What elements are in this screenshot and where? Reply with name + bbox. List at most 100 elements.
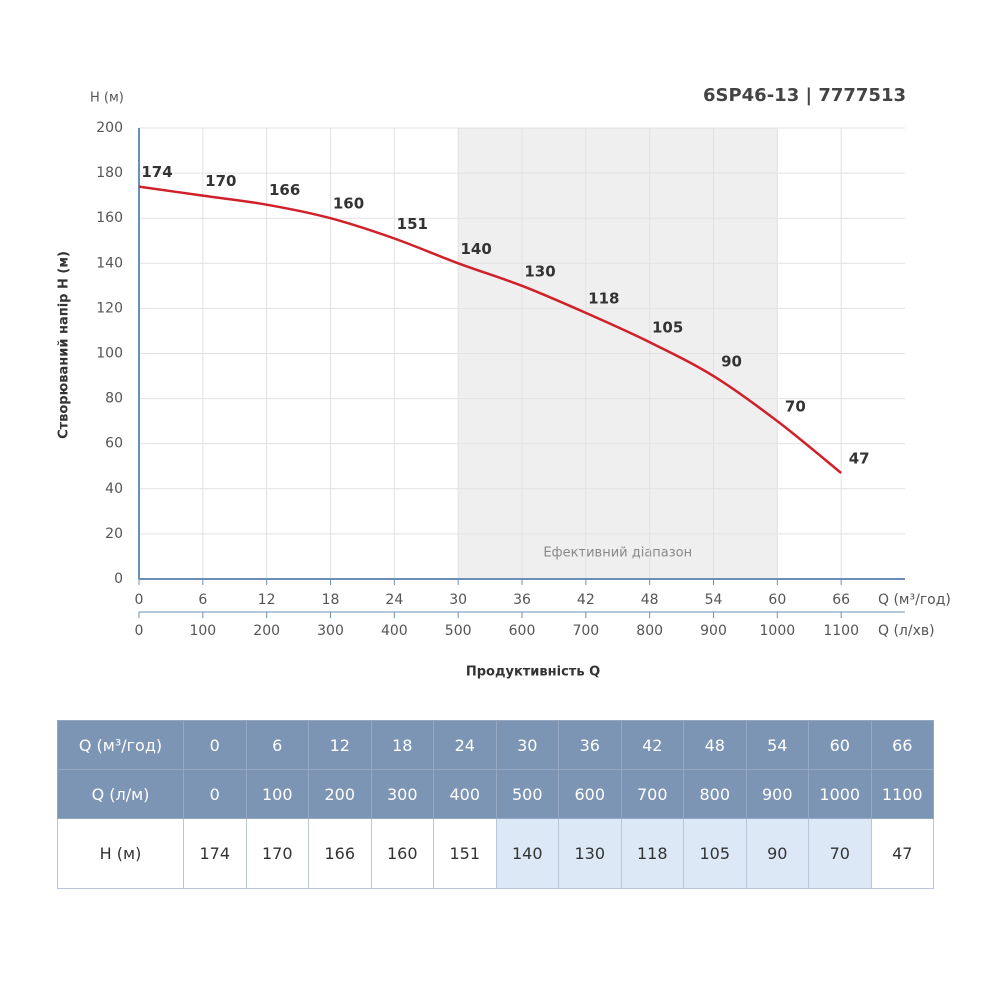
x2-tick-label: 600 <box>509 623 536 639</box>
table-cell: 18 <box>370 720 434 770</box>
x-tick-label: 66 <box>832 592 850 608</box>
table-cell: 300 <box>370 769 434 819</box>
data-label: 160 <box>333 195 364 213</box>
data-label: 170 <box>205 172 236 190</box>
table-cell: 1100 <box>870 769 934 819</box>
table-row: Q (л/м) 0 100 200 300 400 500 600 700 800 900 1000 1… <box>57 769 934 819</box>
data-label: 118 <box>588 289 619 307</box>
x-tick-label: 54 <box>705 592 723 608</box>
x2-tick-label: 500 <box>445 623 472 639</box>
table-row: Q (м³/год) 0 6 12 18 24 30 36 42 48 54 60 66 <box>57 720 934 770</box>
table-cell: 6 <box>245 720 309 770</box>
table-cell: 70 <box>808 818 872 889</box>
table-cell: 600 <box>558 769 622 819</box>
data-label: 47 <box>849 450 870 468</box>
data-label: 166 <box>269 181 300 199</box>
y-tick-label: 0 <box>114 571 123 587</box>
y-tick-label: 140 <box>96 255 123 271</box>
table-cell: 30 <box>495 720 559 770</box>
table-cell: 166 <box>308 818 372 889</box>
y-unit-label: H (м) <box>90 91 124 106</box>
x-tick-label: 0 <box>135 592 144 608</box>
table-cell: 0 <box>183 769 247 819</box>
table-cell: 170 <box>245 818 309 889</box>
row-header: H (м) <box>57 818 184 889</box>
table-cell: 900 <box>745 769 809 819</box>
x2-tick-label: 800 <box>636 623 663 639</box>
row-header: Q (л/м) <box>57 769 184 819</box>
x-axis-label: Продуктивність Q <box>466 665 600 680</box>
table-cell: 54 <box>745 720 809 770</box>
table-row: H (м) 174 170 166 160 151 140 130 118 105 90 70 47 <box>57 818 934 889</box>
x-tick-label: 42 <box>577 592 595 608</box>
x-tick-label: 30 <box>449 592 467 608</box>
data-label: 70 <box>785 398 806 416</box>
table-cell: 60 <box>808 720 872 770</box>
chart: 6SP46-13 | 7777513 H (м) Створюваний нап… <box>57 85 951 680</box>
x-tick-label: 12 <box>258 592 276 608</box>
table-cell: 130 <box>558 818 622 889</box>
data-table: Q (м³/год) 0 6 12 18 24 30 36 42 48 54 60 66 Q (л/м) 0… <box>57 720 934 889</box>
data-label: 151 <box>397 215 428 233</box>
data-label: 130 <box>524 262 555 280</box>
table-cell: 12 <box>308 720 372 770</box>
table-cell: 48 <box>683 720 747 770</box>
x2-unit-label: Q (л/хв) <box>878 623 935 639</box>
table-cell: 1000 <box>808 769 872 819</box>
x2-tick-label: 1100 <box>823 623 859 639</box>
y-tick-label: 20 <box>105 526 123 542</box>
table-cell: 100 <box>245 769 309 819</box>
y-tick-label: 60 <box>105 436 123 452</box>
x2-tick-label: 100 <box>189 623 216 639</box>
x2-tick-label: 400 <box>381 623 408 639</box>
x-tick-label: 36 <box>513 592 531 608</box>
line <box>138 185 842 474</box>
y-tick-label: 200 <box>96 120 123 136</box>
y-tick-label: 80 <box>105 391 123 407</box>
x-unit-label: Q (м³/год) <box>878 592 951 608</box>
y-axis-label: Створюваний напір H (м) <box>57 251 72 439</box>
y-tick-label: 120 <box>96 300 123 316</box>
table-cell: 0 <box>183 720 247 770</box>
table-cell: 47 <box>870 818 934 889</box>
x-tick-label: 48 <box>641 592 659 608</box>
table-cell: 36 <box>558 720 622 770</box>
table-cell: 151 <box>433 818 497 889</box>
x2-tick-label: 1000 <box>760 623 796 639</box>
table-cell: 66 <box>870 720 934 770</box>
x2-tick-label: 700 <box>572 623 599 639</box>
table-cell: 160 <box>370 818 434 889</box>
row-header: Q (м³/год) <box>57 720 184 770</box>
table-cell: 174 <box>183 818 247 889</box>
y-tick-label: 160 <box>96 210 123 226</box>
table-cell: 24 <box>433 720 497 770</box>
x-tick-label: 6 <box>198 592 207 608</box>
x-tick-label: 24 <box>385 592 403 608</box>
table-cell: 200 <box>308 769 372 819</box>
x-tick-label: 60 <box>768 592 786 608</box>
x2-tick-label: 0 <box>135 623 144 639</box>
x-tick-label: 18 <box>322 592 340 608</box>
table-cell: 140 <box>495 818 559 889</box>
x2-tick-label: 200 <box>253 623 280 639</box>
data-label: 105 <box>652 319 683 337</box>
data-label: 90 <box>721 353 742 371</box>
chart-title: 6SP46-13 | 7777513 <box>703 85 906 106</box>
table-cell: 800 <box>683 769 747 819</box>
effective-range-label: Ефективний діапазон <box>543 546 692 561</box>
data-label: 140 <box>461 240 492 258</box>
y-tick-label: 40 <box>105 481 123 497</box>
table-cell: 42 <box>620 720 684 770</box>
y-tick-label: 180 <box>96 165 123 181</box>
data-label: 174 <box>141 163 172 181</box>
table-cell: 105 <box>683 818 747 889</box>
y-tick-label: 100 <box>96 346 123 362</box>
x2-tick-label: 900 <box>700 623 727 639</box>
table-cell: 118 <box>620 818 684 889</box>
table-cell: 90 <box>745 818 809 889</box>
table-cell: 700 <box>620 769 684 819</box>
table-cell: 500 <box>495 769 559 819</box>
x2-tick-label: 300 <box>317 623 344 639</box>
table-cell: 400 <box>433 769 497 819</box>
